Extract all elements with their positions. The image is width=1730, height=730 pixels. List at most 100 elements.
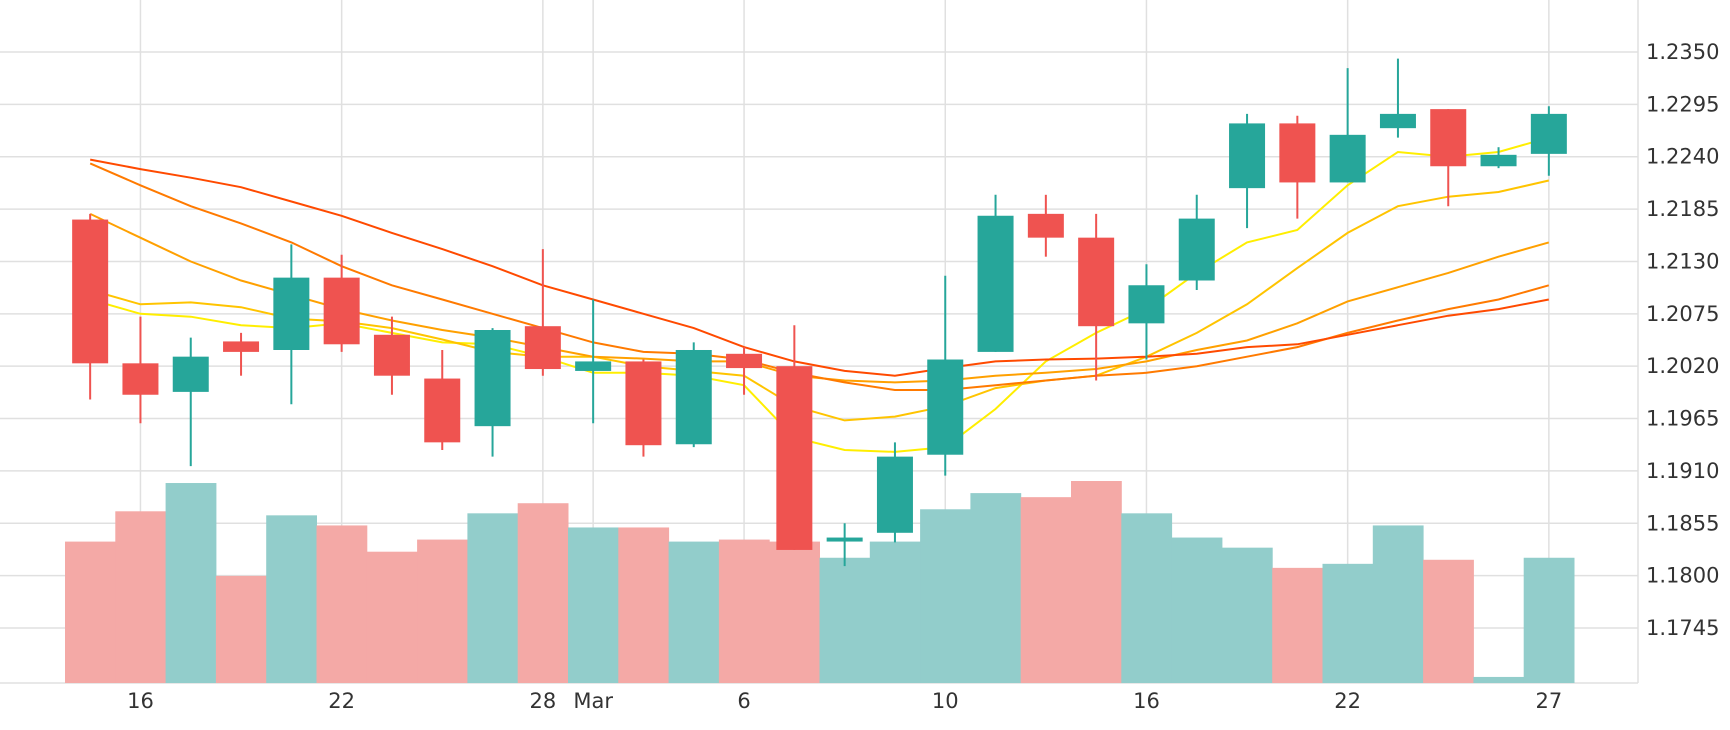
volume-bar [1121,513,1173,683]
candle[interactable] [1530,106,1567,176]
price-tick-label: 1.1745 [1646,616,1719,640]
candle-body[interactable] [474,330,511,427]
price-tick-label: 1.2130 [1646,249,1719,273]
candle[interactable] [575,299,612,424]
candle[interactable] [1027,194,1064,257]
volume-bar [1221,547,1273,683]
candle-body[interactable] [323,277,360,345]
candle[interactable] [424,349,461,450]
candle[interactable] [625,359,662,457]
candle[interactable] [1329,68,1366,183]
candle-body[interactable] [1329,134,1366,183]
candle-body[interactable] [1480,154,1517,167]
volume-bar [1071,481,1122,683]
volume-bar [165,483,217,683]
candle[interactable] [524,249,561,376]
candle-body[interactable] [223,341,260,352]
candle[interactable] [1078,213,1115,381]
candle-body[interactable] [1279,123,1316,183]
candle-body[interactable] [1430,109,1467,167]
candle[interactable] [1279,115,1316,219]
candle[interactable] [1229,113,1266,229]
candle-body[interactable] [1530,113,1567,154]
price-tick-label: 1.2185 [1646,197,1719,221]
candle-body[interactable] [625,361,662,446]
candle[interactable] [876,442,913,543]
moving-average-line [89,162,1550,391]
candle[interactable] [122,316,159,424]
volume-bar [668,541,720,683]
candle[interactable] [1480,147,1517,169]
candle[interactable] [977,194,1014,352]
volume-bar [1372,525,1424,683]
price-tick-label: 1.1800 [1646,564,1719,588]
candle-body[interactable] [72,219,109,364]
volume-bar [417,539,468,683]
candle[interactable] [776,325,813,550]
time-tick-label: 6 [737,689,750,713]
time-tick-label: 27 [1535,689,1562,713]
candle-body[interactable] [1229,123,1266,189]
volume-bar [215,575,267,683]
candle[interactable] [1430,109,1467,207]
candles[interactable] [72,58,1567,567]
candle-body[interactable] [1178,218,1215,281]
price-tick-label: 1.2075 [1646,302,1719,326]
volume-bar [618,527,670,683]
candle-body[interactable] [524,326,561,370]
volume-bar [467,513,519,683]
volume-bar [316,525,368,683]
time-tick-label: 28 [529,689,556,713]
candle-body[interactable] [1078,237,1115,327]
candle[interactable] [223,332,260,376]
price-tick-label: 1.1910 [1646,459,1719,483]
candle[interactable] [1379,58,1416,138]
candle[interactable] [373,316,410,395]
candle-body[interactable] [172,356,209,392]
price-tick-label: 1.2295 [1646,92,1719,116]
candle-body[interactable] [373,334,410,376]
candle-body[interactable] [424,378,461,443]
volume-bar [1423,559,1474,683]
time-tick-label: 22 [1334,689,1361,713]
volume-bar [65,541,116,683]
candle-body[interactable] [1027,213,1064,238]
price-axis: 1.2350 1.2295 1.2240 1.2185 1.2130 1.2075 1.20… [1646,40,1719,640]
candle-body[interactable] [1128,285,1165,324]
price-tick-label: 1.1965 [1646,407,1719,431]
candle[interactable] [72,213,109,400]
candle-body[interactable] [977,215,1014,352]
candle[interactable] [323,254,360,352]
candle[interactable] [1178,194,1215,291]
time-tick-label: 16 [127,689,154,713]
volume-bar [115,511,167,683]
candle[interactable] [1128,264,1165,360]
candle-body[interactable] [1379,113,1416,129]
candle[interactable] [172,337,209,467]
candle[interactable] [726,347,763,395]
candle-body[interactable] [273,277,310,350]
candle-body[interactable] [927,359,964,455]
candle[interactable] [826,523,863,567]
volume-bar [718,539,770,683]
candle-body[interactable] [726,353,763,369]
candle-body[interactable] [876,456,913,533]
candle[interactable] [273,244,310,405]
candle[interactable] [927,275,964,476]
candle[interactable] [474,328,511,457]
candle-body[interactable] [826,537,863,542]
moving-average-line [90,158,1549,377]
volume-bar [1523,557,1575,683]
time-tick-label: 10 [932,689,959,713]
candle-body[interactable] [575,361,612,371]
volume-bar [920,509,971,683]
candle[interactable] [675,342,712,448]
candle-body[interactable] [776,366,813,550]
candle-body[interactable] [122,363,159,395]
candle-body[interactable] [675,349,712,445]
volume-bar [366,551,418,683]
volume-bar [769,541,820,683]
volume-bar [1171,537,1223,683]
